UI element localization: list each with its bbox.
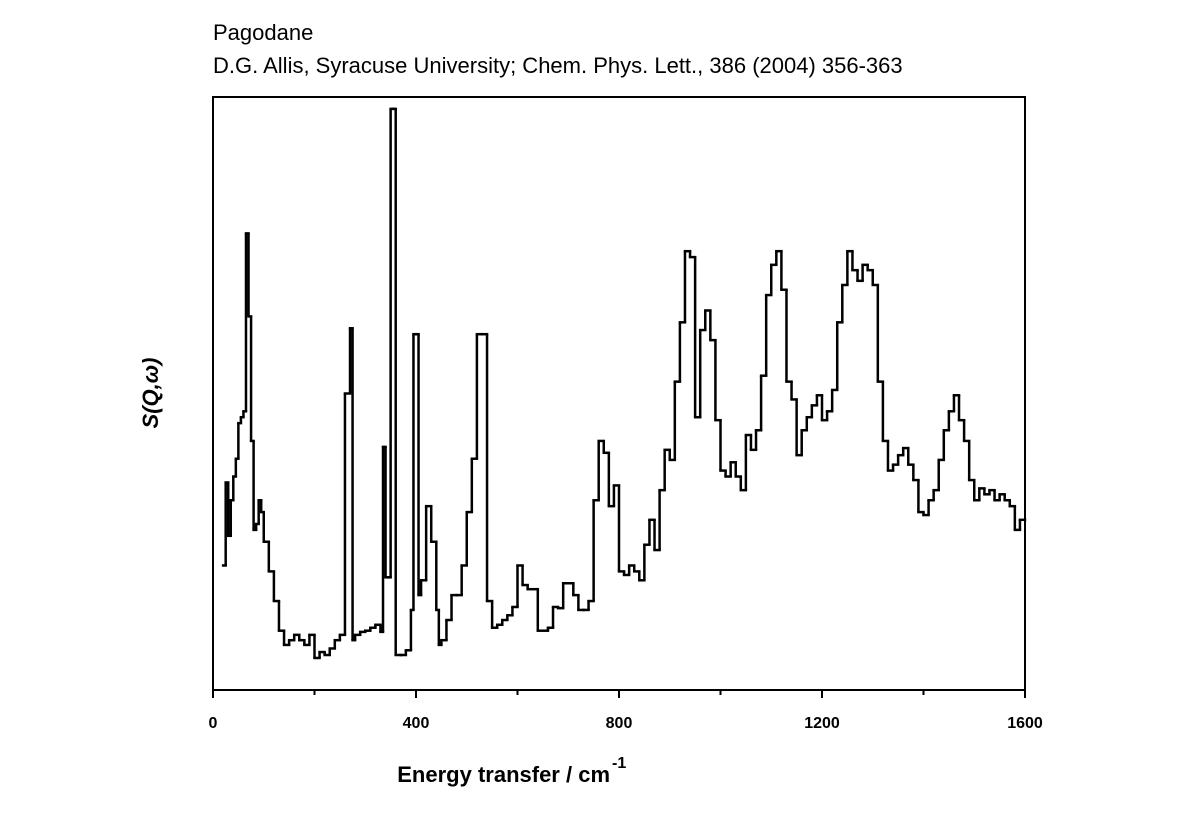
- x-axis-label: Energy transfer / cm: [397, 762, 610, 787]
- chart-title: Pagodane: [213, 20, 313, 45]
- x-tick-label: 1200: [804, 715, 840, 732]
- x-tick-label: 1600: [1007, 715, 1043, 732]
- x-tick-label: 800: [606, 715, 633, 732]
- x-axis-label-superscript: -1: [612, 755, 626, 772]
- x-tick-label: 400: [403, 715, 430, 732]
- plot-frame: [212, 96, 1026, 691]
- y-axis-label: S(Q,ω): [138, 358, 163, 429]
- x-tick-label: 0: [209, 715, 218, 732]
- chart-subtitle: D.G. Allis, Syracuse University; Chem. P…: [213, 53, 903, 78]
- step-connector: [224, 108, 1022, 658]
